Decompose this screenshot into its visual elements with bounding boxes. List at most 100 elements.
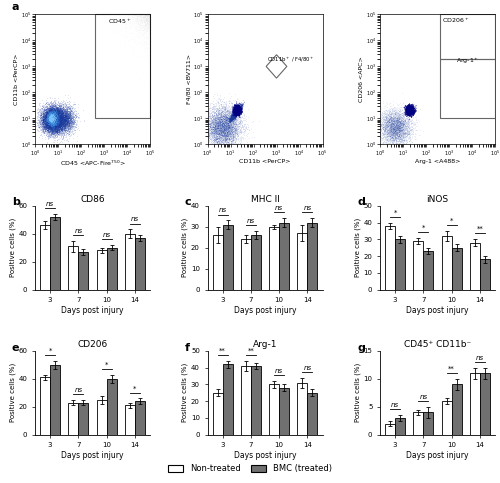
Point: [389, 122, 397, 129]
Point: [44, 122, 52, 130]
Point: [232, 111, 240, 119]
Point: [56, 123, 64, 130]
Point: [218, 109, 226, 116]
Point: [53, 122, 61, 130]
Point: [384, 114, 392, 121]
Point: [59, 133, 67, 141]
Point: [384, 119, 392, 127]
Point: [44, 125, 52, 132]
Point: [232, 108, 239, 115]
Point: [40, 120, 48, 128]
Point: [55, 117, 63, 125]
Point: [225, 127, 233, 134]
Point: [232, 107, 240, 114]
Point: [394, 128, 402, 136]
Point: [53, 112, 61, 119]
Point: [230, 109, 238, 117]
Point: [215, 118, 223, 126]
Point: [217, 115, 225, 123]
Point: [50, 113, 58, 121]
Point: [42, 113, 50, 121]
Point: [231, 108, 239, 116]
Point: [394, 118, 402, 126]
Point: [221, 128, 229, 136]
Point: [55, 121, 63, 129]
Point: [220, 121, 228, 128]
Point: [56, 127, 64, 135]
Point: [46, 114, 54, 121]
Point: [132, 16, 140, 24]
Point: [46, 118, 54, 126]
Point: [44, 122, 52, 130]
Point: [48, 112, 56, 120]
Point: [142, 26, 150, 34]
Point: [404, 108, 412, 115]
Point: [214, 122, 222, 130]
Point: [402, 106, 410, 114]
Point: [55, 110, 63, 118]
Point: [48, 112, 56, 119]
Point: [229, 132, 237, 140]
Point: [408, 105, 416, 113]
Point: [214, 113, 222, 121]
Point: [230, 111, 237, 118]
Point: [146, 13, 154, 21]
Point: [394, 115, 402, 123]
Point: [112, 13, 120, 20]
Point: [224, 119, 232, 127]
Point: [224, 114, 232, 121]
Point: [49, 115, 57, 123]
Point: [50, 123, 58, 131]
Point: [46, 118, 54, 126]
Point: [39, 115, 47, 123]
Point: [387, 121, 395, 128]
Point: [50, 115, 58, 123]
Point: [44, 122, 52, 130]
Point: [50, 125, 58, 133]
Point: [139, 14, 147, 22]
Point: [41, 118, 49, 126]
Point: [44, 111, 52, 119]
Point: [48, 109, 56, 117]
Point: [56, 112, 64, 119]
Point: [48, 112, 56, 120]
Point: [48, 113, 56, 121]
Point: [394, 124, 402, 131]
Point: [400, 132, 408, 140]
Point: [213, 132, 221, 140]
Point: [384, 125, 392, 132]
Point: [232, 109, 240, 117]
Point: [230, 113, 238, 120]
Point: [50, 124, 58, 132]
Point: [390, 142, 398, 149]
Point: [40, 117, 48, 125]
Point: [69, 118, 77, 126]
Point: [208, 114, 216, 121]
Point: [399, 121, 407, 128]
Point: [120, 13, 128, 21]
Point: [215, 107, 223, 114]
Point: [380, 127, 388, 135]
Point: [204, 128, 212, 136]
Point: [44, 117, 52, 125]
Point: [52, 114, 60, 122]
Point: [140, 13, 148, 20]
Point: [48, 110, 56, 118]
Point: [407, 107, 415, 115]
Point: [233, 111, 241, 119]
Point: [56, 108, 64, 116]
Point: [54, 119, 62, 127]
Point: [146, 21, 154, 29]
Point: [218, 124, 226, 131]
Point: [47, 114, 55, 122]
Point: [46, 114, 54, 122]
Point: [230, 113, 238, 121]
Point: [411, 107, 419, 115]
Point: [231, 103, 239, 111]
Point: [140, 12, 148, 19]
Point: [372, 133, 380, 141]
Point: [389, 120, 397, 128]
Point: [44, 118, 52, 126]
Point: [59, 114, 67, 121]
Point: [203, 101, 211, 109]
